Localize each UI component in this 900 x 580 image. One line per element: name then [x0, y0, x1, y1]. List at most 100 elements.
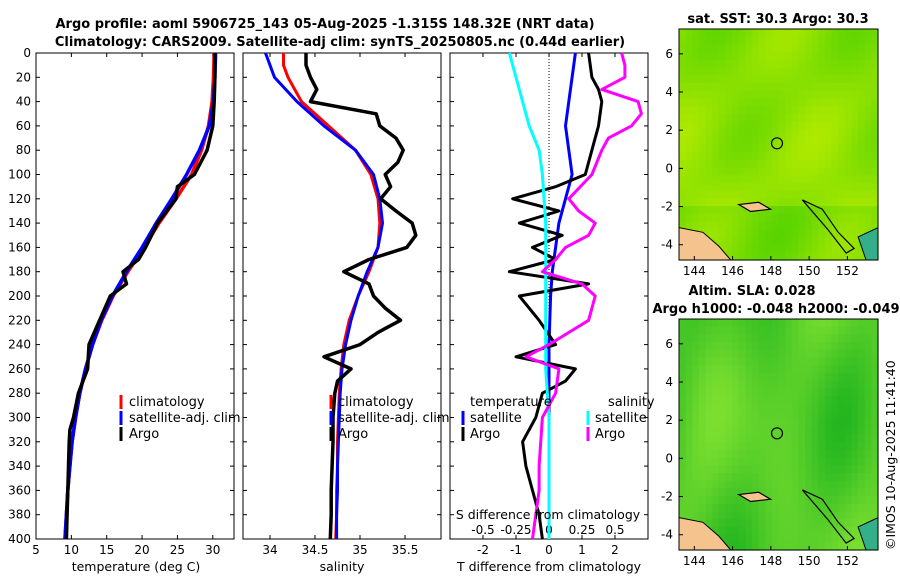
map-cell [698, 473, 707, 482]
map-cell [778, 380, 786, 389]
map-cell [824, 419, 833, 428]
map-cell [811, 326, 819, 335]
map-cell [858, 334, 866, 343]
map-cell [844, 213, 853, 223]
map-cell [718, 419, 727, 428]
map-cell [871, 44, 879, 53]
map-cell [818, 349, 826, 359]
map-cell [818, 98, 826, 107]
map-cell [778, 511, 786, 520]
map-cell [851, 542, 859, 551]
map-cell [858, 36, 866, 45]
map-cell [758, 236, 766, 246]
map-cell [785, 98, 793, 107]
map-cell [778, 357, 786, 366]
map-cell [831, 319, 839, 328]
land-new-britain [801, 489, 856, 544]
map-cell [725, 480, 733, 489]
map-cell [771, 449, 780, 459]
map-cell [838, 129, 846, 138]
map-cell [765, 175, 773, 184]
map-x-tick-label: 148 [759, 554, 782, 568]
map-cell [692, 52, 700, 61]
map-cell [871, 388, 879, 397]
map-cell [712, 152, 720, 161]
map-cell [738, 29, 746, 38]
map-cell [805, 419, 813, 428]
map-cell [725, 334, 733, 343]
map-cell [771, 480, 780, 489]
map-cell [725, 542, 733, 551]
map-cell [738, 511, 746, 520]
map-cell [751, 229, 760, 238]
map-cell [798, 488, 806, 497]
map-cell [785, 244, 793, 253]
map-cell [838, 113, 846, 122]
map-cell [811, 144, 819, 153]
map-cell [831, 426, 839, 436]
depth-tick-label: 20 [16, 70, 31, 84]
map-cell [712, 59, 720, 69]
map-cell [831, 388, 839, 397]
map-y-tick-label: 2 [665, 123, 673, 137]
map-cell [758, 36, 766, 45]
map-cell [718, 496, 727, 505]
map-cell [864, 465, 872, 474]
map-cell [685, 449, 693, 459]
map-cell [692, 496, 700, 505]
map-cell [831, 244, 839, 253]
map-cell [785, 534, 793, 543]
map-cell [738, 519, 746, 528]
map-cell [824, 175, 833, 184]
map-cell [844, 480, 853, 489]
map-cell [831, 36, 839, 45]
map-cell [838, 542, 846, 551]
map-cell [864, 206, 872, 215]
map-cell [844, 59, 853, 69]
map-cell [725, 326, 733, 335]
map-cell [851, 488, 859, 497]
map-cell [838, 75, 846, 84]
map-cell [778, 411, 786, 420]
map-cell [791, 426, 799, 436]
map-cell [785, 496, 793, 505]
map-cell [751, 159, 760, 169]
map-cell [851, 221, 859, 230]
map-cell [798, 113, 806, 122]
map-cell [824, 198, 833, 207]
map-cell [858, 326, 866, 335]
map-cell [765, 319, 773, 328]
map-cell [818, 496, 826, 505]
map-cell [818, 252, 826, 261]
map-cell [818, 480, 826, 489]
map-cell [871, 121, 879, 130]
map-cell [692, 36, 700, 45]
map-cell [705, 159, 713, 169]
map-cell [811, 106, 819, 115]
map-cell [871, 136, 879, 146]
map-cell [831, 526, 839, 536]
map-cell [811, 190, 819, 199]
map-cell [818, 526, 826, 536]
map-cell [864, 129, 872, 138]
map-cell [798, 334, 806, 343]
map-cell [745, 90, 753, 99]
map-cell [692, 426, 700, 436]
map-cell [864, 419, 872, 428]
map-cell [844, 152, 853, 161]
map-cell [738, 183, 746, 192]
map-cell [738, 167, 746, 176]
map-cell [758, 342, 766, 351]
map-cell [871, 365, 879, 374]
map-cell [844, 380, 853, 389]
map-cell [725, 98, 733, 107]
series-line-satellite-adj-clim [264, 52, 384, 539]
map-cell [758, 380, 766, 389]
depth-tick-label: 300 [8, 411, 31, 425]
map-cell [732, 244, 740, 253]
map-cell [732, 206, 740, 215]
map-cell [864, 75, 872, 84]
map-cell [685, 67, 693, 76]
map-cell [725, 175, 733, 184]
map-cell [732, 334, 740, 343]
